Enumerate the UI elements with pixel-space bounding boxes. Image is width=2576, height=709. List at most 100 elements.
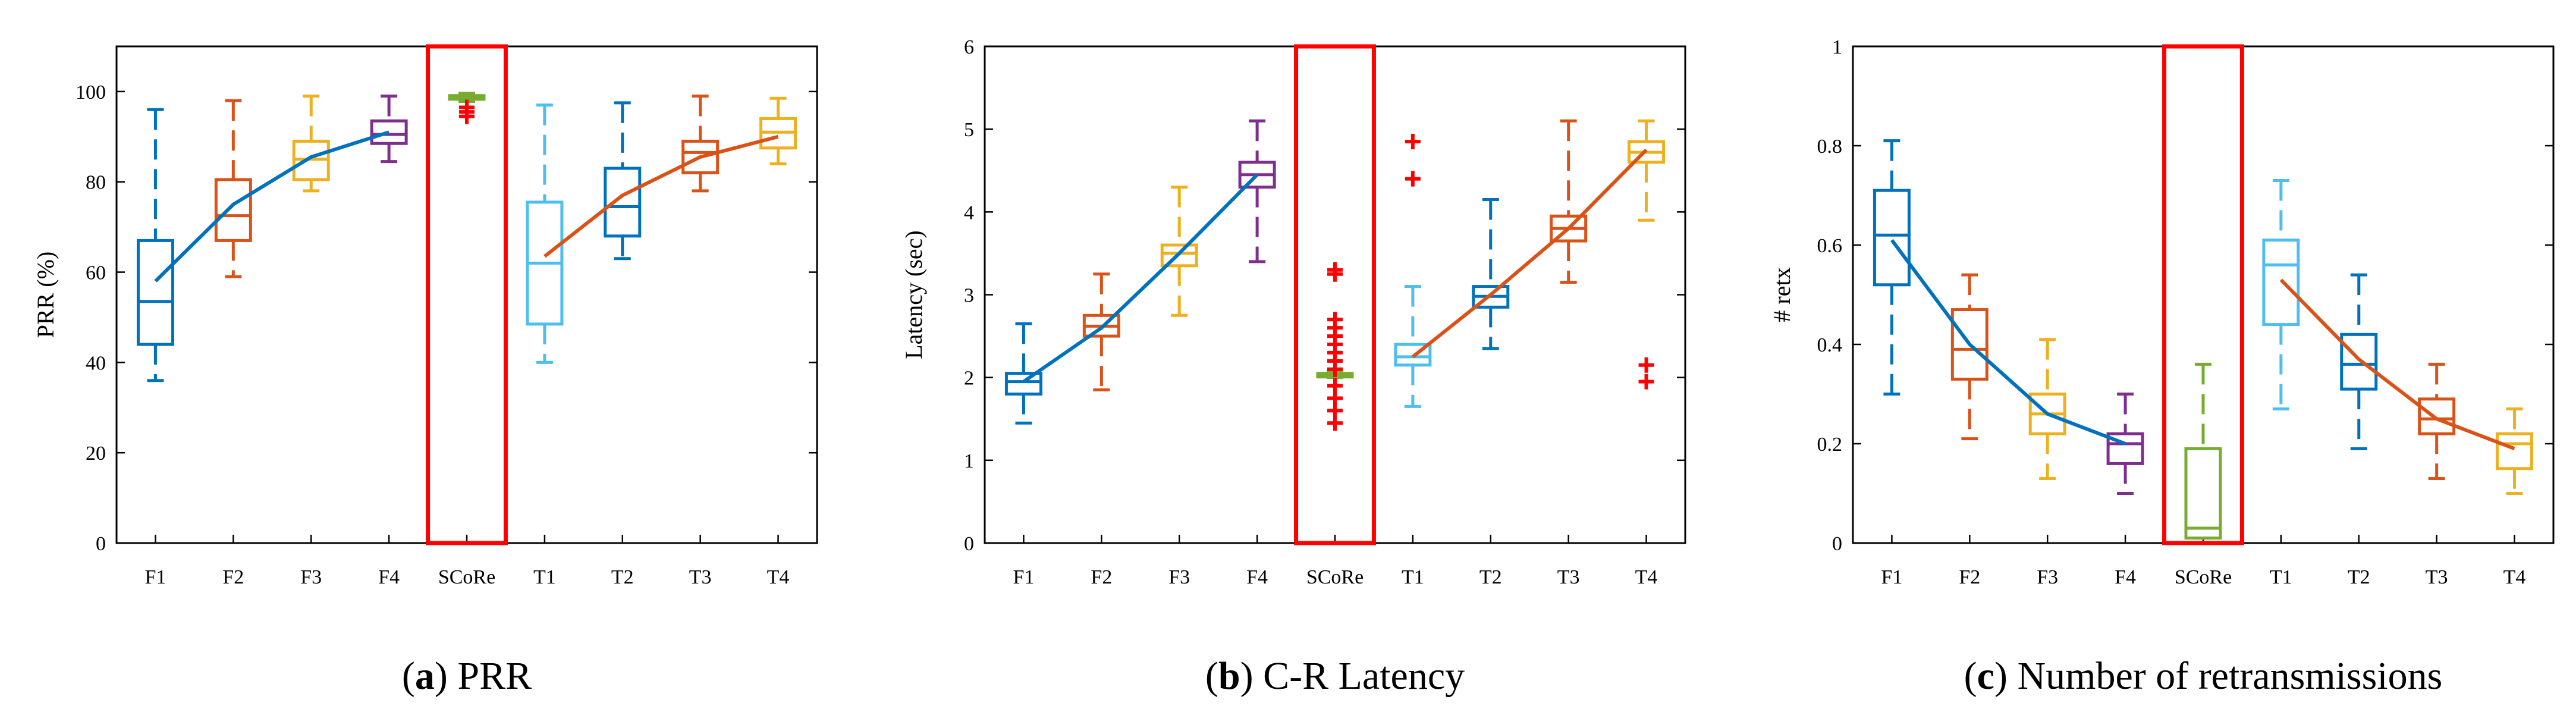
x-tick-label-f2: F2 [1091, 566, 1112, 588]
y-tick-label: 0 [964, 533, 974, 555]
x-tick-label-f4: F4 [378, 566, 400, 588]
x-tick-label-score: SCoRe [438, 566, 495, 588]
y-tick-label: 5 [964, 119, 974, 141]
x-tick-label-t2: T2 [611, 566, 634, 588]
trend-line-2 [2279, 278, 2515, 451]
y-tick-label: 20 [86, 443, 106, 465]
box-f1 [1873, 139, 1911, 396]
iqr-box [2418, 397, 2456, 435]
y-tick-label: 40 [86, 352, 106, 374]
y-tick-label: 1 [1832, 36, 1842, 58]
x-tick-label-t2: T2 [1479, 566, 1502, 588]
box-t1 [2262, 178, 2300, 411]
caption-open-paren: ( [402, 654, 415, 698]
iqr-box [214, 178, 252, 242]
caption-open-paren: ( [1964, 654, 1977, 698]
x-tick-label-f4: F4 [1246, 566, 1268, 588]
y-tick-label: 1 [964, 450, 974, 472]
box-t2 [2340, 273, 2378, 450]
caption-close-paren: ) [1994, 654, 2008, 698]
y-tick-label: 2 [964, 368, 974, 390]
caption-text: PRR [448, 654, 532, 698]
x-tick-label-f2: F2 [1959, 566, 1980, 588]
y-tick-label: 60 [86, 262, 106, 284]
trend-line-2 [1412, 148, 1648, 359]
trend-line-2 [544, 134, 779, 258]
caption-letter: b [1218, 654, 1240, 698]
panel-caption: (c) Number of retransmissions [1964, 654, 2443, 698]
outlier-marker [1327, 378, 1343, 394]
x-tick-label-f3: F3 [300, 566, 322, 588]
y-axis-label: PRR (%) [32, 252, 59, 338]
box-f3 [292, 95, 330, 193]
trend-line-1 [154, 130, 390, 283]
plot-area-frame [984, 45, 1686, 544]
y-tick-label: 6 [964, 36, 974, 58]
iqr-box [2340, 332, 2378, 391]
x-tick-label-f1: F1 [1013, 566, 1034, 588]
x-tick-label-f3: F3 [2037, 566, 2058, 588]
x-tick-label-t4: T4 [2503, 566, 2526, 588]
panel-caption: (b) C-R Latency [1205, 654, 1465, 698]
chart-panel-3: 0 0.2 0.4 0.6 0.8 1 # retx F1 F2 F3 F4 SCoRe T1 T2 T3 T… [1768, 36, 2555, 698]
panel-caption: (a) PRR [402, 654, 532, 698]
box-t3 [2418, 362, 2456, 480]
caption-close-paren: ) [435, 654, 448, 698]
y-tick-label: 0.4 [1817, 334, 1843, 356]
box-f2 [214, 99, 252, 278]
outlier-marker [1327, 312, 1343, 328]
y-tick-label: 100 [76, 81, 106, 103]
iqr-box [2496, 432, 2534, 470]
iqr-box [604, 167, 642, 238]
outlier-marker [1405, 171, 1421, 187]
x-tick-label-score: SCoRe [1306, 566, 1364, 588]
x-tick-label-t1: T1 [2270, 566, 2292, 588]
x-tick-label-f1: F1 [144, 566, 166, 588]
caption-letter: a [415, 654, 435, 698]
outlier-marker [459, 99, 475, 115]
x-tick-label-f1: F1 [1881, 566, 1902, 588]
box-t2 [604, 101, 642, 261]
x-tick-label-t4: T4 [767, 566, 790, 588]
y-tick-label: 3 [964, 285, 974, 307]
y-tick-label: 0.2 [1817, 434, 1843, 456]
x-tick-label-t1: T1 [1402, 566, 1424, 588]
x-tick-label-t3: T3 [689, 566, 712, 588]
outlier-marker [1405, 134, 1421, 150]
box-f3 [1160, 186, 1198, 317]
box-t1 [526, 103, 564, 364]
trend-line-1 [1022, 173, 1259, 384]
y-tick-label: 0 [96, 533, 106, 555]
caption-text: Number of retransmissions [2008, 654, 2442, 698]
highlight-box-score [1294, 44, 1376, 545]
y-tick-label: 0.8 [1817, 136, 1843, 158]
outlier-marker [1638, 374, 1654, 390]
iqr-box [1004, 372, 1042, 396]
highlight-box-score [426, 44, 508, 545]
iqr-box [370, 119, 408, 145]
caption-open-paren: ( [1205, 654, 1218, 698]
outlier-marker [1638, 357, 1654, 373]
y-axis-label: Latency (sec) [900, 230, 927, 359]
box-f2 [1082, 272, 1120, 392]
x-tick-label-t3: T3 [1557, 566, 1580, 588]
chart-panel-2: 0 1 2 3 4 5 6 Latency (sec) F1 F2 F3 F4 SCoRe T1 T2 T3 T… [900, 36, 1686, 698]
box-f4 [370, 95, 408, 164]
trend-line-1 [1890, 239, 2126, 446]
y-tick-label: 0 [1832, 533, 1842, 555]
caption-close-paren: ) [1240, 654, 1254, 698]
x-tick-label-f2: F2 [222, 566, 244, 588]
box-f3 [2028, 338, 2066, 480]
x-tick-label-t1: T1 [533, 566, 556, 588]
x-tick-label-t4: T4 [1635, 566, 1658, 588]
x-tick-label-f4: F4 [2115, 566, 2136, 588]
box-t3 [1550, 119, 1588, 284]
x-tick-label-t2: T2 [2348, 566, 2370, 588]
caption-letter: c [1977, 654, 1994, 698]
y-axis-label: # retx [1768, 267, 1795, 322]
y-tick-label: 0.6 [1817, 235, 1843, 257]
caption-text: C-R Latency [1254, 654, 1465, 698]
iqr-box [1873, 189, 1911, 287]
box-t2 [1472, 197, 1510, 350]
